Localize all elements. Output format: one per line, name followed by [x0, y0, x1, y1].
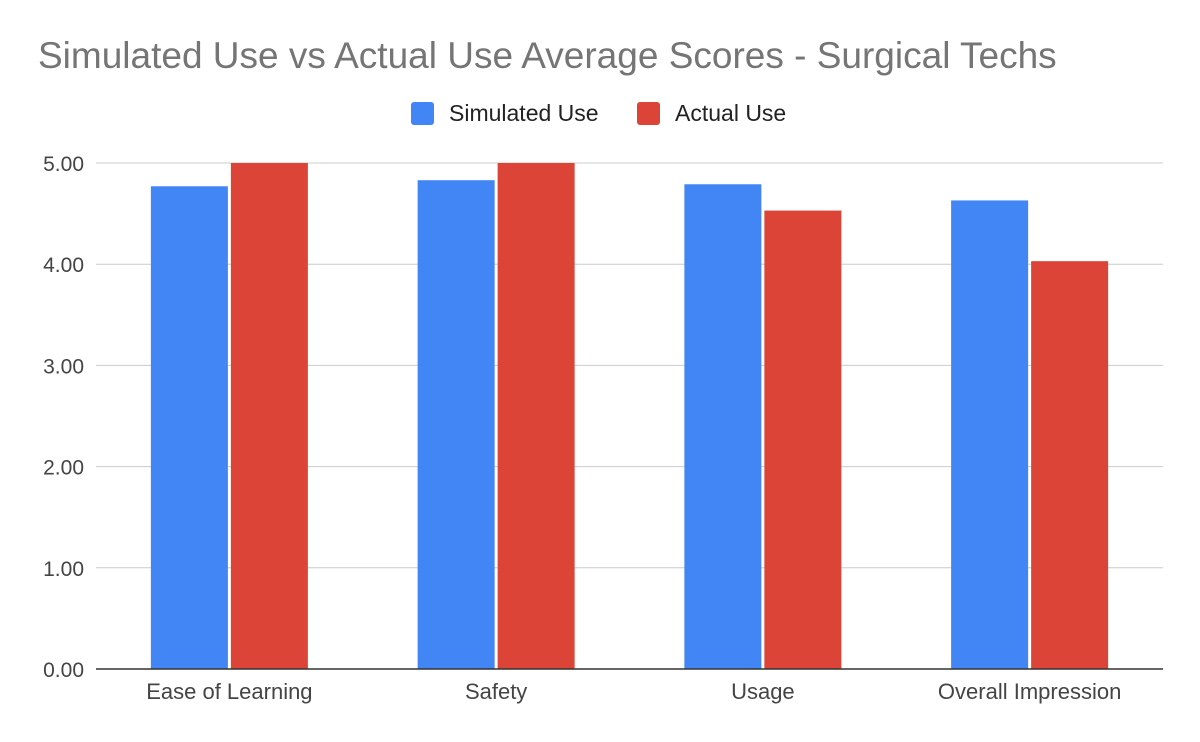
bar-simulated-use [951, 200, 1029, 669]
bar-simulated-use [684, 184, 762, 669]
bar-actual-use [497, 163, 575, 669]
bar-simulated-use [150, 186, 228, 669]
chart-title: Simulated Use vs Actual Use Average Scor… [38, 35, 1057, 76]
y-tick-label: 0.00 [43, 659, 84, 682]
x-axis-labels: Ease of Learning Safety Usage Overall Impre… [146, 679, 1121, 704]
legend-swatch-actual-use [637, 102, 660, 125]
y-tick-label: 4.00 [43, 254, 84, 277]
x-tick-label: Usage [731, 679, 795, 704]
y-tick-label: 5.00 [43, 153, 84, 176]
x-tick-label: Overall Impression [938, 679, 1121, 704]
x-tick-label: Safety [465, 679, 527, 704]
y-tick-label: 3.00 [43, 355, 84, 378]
bars [150, 163, 1109, 670]
bar-actual-use [1031, 261, 1109, 669]
x-tick-label: Ease of Learning [146, 679, 312, 704]
legend-swatch-simulated-use [411, 102, 434, 125]
legend: Simulated Use Actual Use [411, 100, 786, 126]
bar-simulated-use [417, 180, 495, 670]
y-tick-label: 1.00 [43, 558, 84, 581]
y-axis-ticks: 0.00 1.00 2.00 3.00 4.00 5.00 [43, 153, 84, 682]
legend-label: Simulated Use [449, 100, 599, 126]
y-tick-label: 2.00 [43, 457, 84, 480]
bar-actual-use [764, 210, 842, 669]
bar-actual-use [230, 163, 308, 669]
legend-label: Actual Use [675, 100, 786, 126]
